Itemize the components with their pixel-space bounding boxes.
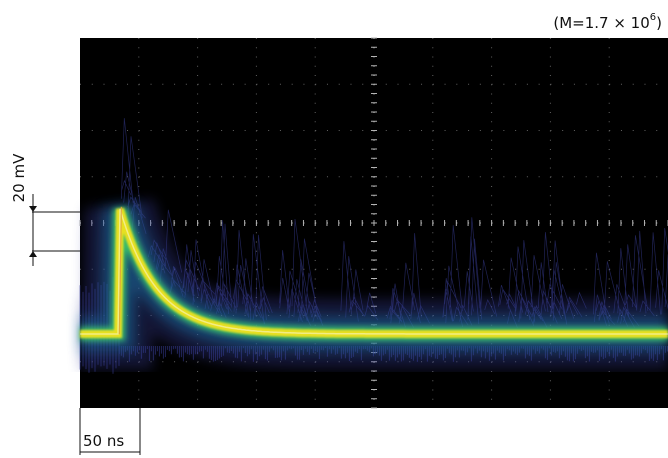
vertical-scale-label: 20 mV xyxy=(10,153,28,202)
trace-rising-edge xyxy=(118,206,122,335)
vertical-scale-marker: 20 mV xyxy=(10,153,80,266)
scale-arrow-down xyxy=(29,206,37,212)
gain-exponent: 6 xyxy=(649,12,657,23)
horizontal-scale-marker: 50 ns xyxy=(79,408,141,455)
gain-prefix: (M=1.7 × 10 xyxy=(553,14,650,32)
gain-label: (M=1.7 × 106) xyxy=(553,12,662,32)
gain-suffix: ) xyxy=(656,14,662,32)
horizontal-scale-label: 50 ns xyxy=(83,432,124,450)
trace-band-yellow xyxy=(80,207,668,338)
scale-arrow-up xyxy=(29,251,37,257)
signal-trace xyxy=(79,118,668,374)
trace-core xyxy=(80,208,668,335)
